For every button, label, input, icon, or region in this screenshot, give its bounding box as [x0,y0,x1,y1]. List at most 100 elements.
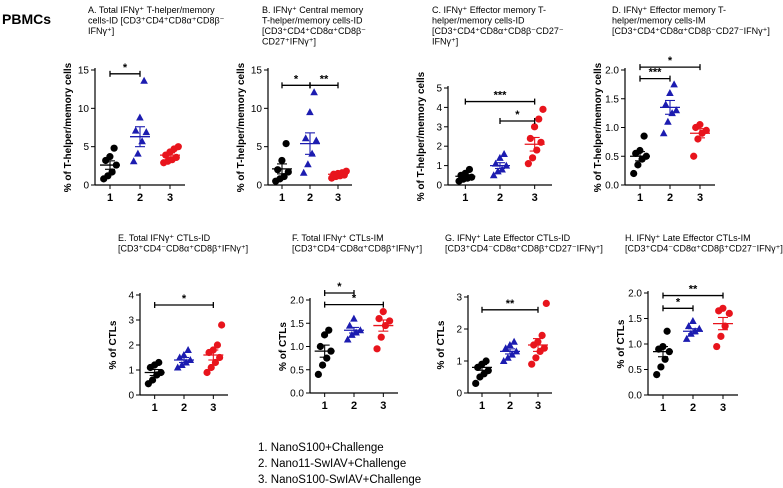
panel-h-xtick-label: 2 [690,402,696,414]
panel-h-point-g3 [717,332,725,340]
panel-b-point-g2 [306,108,314,116]
panel-g-ytick-label: 2 [456,325,462,336]
panel-a-point-g2 [140,76,148,84]
panel-b-ylabel: % of T-helper/memory cells [236,62,247,192]
panel-d-xtick-label: 1 [637,192,643,204]
panel-f-point-g3 [386,317,394,325]
panel-c-sig-label: * [515,109,520,121]
panel-b-sig-label: * [294,73,299,85]
panel-e-point-g3 [216,353,224,362]
panel-h-title: H. IFNγ⁺ Late Effector CTLs-IM [CD3⁺CD4⁻C… [625,233,783,254]
panel-h-point-g3 [719,304,727,312]
panel-f-point-g2 [348,330,356,338]
panel-a-sig-label: * [123,62,128,74]
panel-g-point-g2 [504,353,512,361]
panel-d-ytick-label: 0.5 [605,152,619,163]
panel-e-point-g3 [203,368,211,377]
panel-e-point-g2 [173,363,182,371]
panel-c-point-g1 [468,173,476,181]
panel-e-xtick-label: 3 [210,402,216,414]
panel-a-point-g1 [108,168,116,176]
panel-c-xtick-label: 2 [497,192,503,204]
panel-g-point-g3 [528,360,536,368]
panel-f-point-g3 [377,333,385,341]
panel-c-ytick-label: 2 [436,142,442,153]
panel-g-ytick-label: 0 [456,389,462,400]
panel-a-point-g1 [106,153,114,161]
panel-c-point-g2 [489,171,498,179]
panel-e-ytick-label: 1 [128,366,134,377]
panel-e-point-g2 [178,361,186,368]
panel-g-ytick-label: 3 [456,293,462,304]
panel-f-point-g1 [316,342,324,351]
panel-f-ylabel: % of CTLs [278,322,289,371]
panel-b-sig-label: ** [320,73,329,85]
panel-d-point-g1 [636,146,644,155]
panel-g-point-g1 [472,379,480,387]
panel-c-ytick-label: 0 [436,181,442,192]
panel-a-point-g2 [131,126,140,134]
panel-b-ytick-label: 10 [251,104,263,115]
panel-e-sig-label: * [182,293,187,305]
panel-d-ytick-label: 1.5 [605,94,619,105]
panel-f-xtick-label: 3 [380,400,386,412]
panel-h-point-g1 [663,327,671,335]
panel-h-point-g2 [684,322,693,330]
panel-e-ytick-label: 0 [128,391,134,402]
panel-e-xtick-label: 1 [152,402,158,414]
panel-b-point-g2 [308,149,316,157]
panel-h-ytick-label: 2.0 [628,289,642,300]
panel-c-point-g3 [524,160,532,168]
panel-g-ytick-label: 1 [456,357,462,368]
panel-f-point-g3 [379,308,387,316]
panel-b-point-g1 [282,140,290,148]
panel-b-xtick-label: 3 [335,192,341,204]
panel-c-point-g1 [465,165,474,174]
panel-f-point-g2 [350,314,358,322]
panel-g-point-g2 [501,344,510,352]
panel-b-point-g2 [304,160,312,168]
panel-h-ytick-label: 0.0 [628,391,642,402]
panel-e-point-g3 [218,321,226,329]
panel-d-point-g2 [661,100,670,108]
panel-a-point-g2 [134,149,142,157]
panel-b-point-g1 [280,172,288,181]
panel-e-ytick-label: 4 [128,291,134,302]
panel-a-xtick-label: 2 [137,192,143,204]
panel-d-point-g2 [672,106,681,114]
panel-e-point-g1 [155,358,163,367]
panel-g-title: G. IFNγ⁺ Late Effector CTLs-ID [CD3⁺CD4⁻C… [445,233,603,254]
panel-e-ylabel: % of CTLs [108,320,119,369]
panel-d-xtick-label: 2 [667,192,673,204]
panel-c-point-g3 [530,123,539,131]
panel-f-xtick-label: 1 [322,400,328,412]
panel-h-ytick-label: 1.0 [628,340,642,351]
panel-c-ytick-label: 1 [436,161,442,172]
panel-e-point-g2 [180,351,188,358]
panel-e-xtick-label: 2 [181,402,187,414]
panel-d-point-g1 [634,161,642,169]
panel-f-point-g1 [314,370,322,378]
panel-e-point-g3 [213,341,222,349]
panel-e-title: E. Total IFNγ⁺ CTLs-ID [CD3⁺CD4⁻CD8α⁺CD8β… [118,233,248,254]
panel-a-ytick-label: 0 [83,181,89,192]
panel-a-xtick-label: 3 [167,192,173,204]
panel-f-point-g3 [373,345,381,353]
panel-b-xtick-label: 1 [279,192,285,204]
panel-h-point-g1 [657,363,665,371]
panel-d-point-g1 [630,169,638,178]
panel-g-point-g2 [506,341,514,348]
legend-item-2: 2. Nano11-SwIAV+Challenge [258,458,407,470]
panel-h-ytick-label: 1.5 [628,314,642,325]
panel-b-point-g2 [310,88,318,96]
panel-b-point-g1 [274,166,282,174]
panel-c-point-g3 [539,105,547,113]
panel-b-ytick-label: 0 [256,181,262,192]
panel-c-ytick-label: 3 [436,122,442,133]
panel-e-ytick-label: 2 [128,341,134,352]
panel-d-point-g3 [696,121,704,129]
panel-h-sig-label: ** [689,284,698,296]
panel-f-xtick-label: 2 [351,400,357,412]
panel-h-ytick-label: 0.5 [628,365,642,376]
